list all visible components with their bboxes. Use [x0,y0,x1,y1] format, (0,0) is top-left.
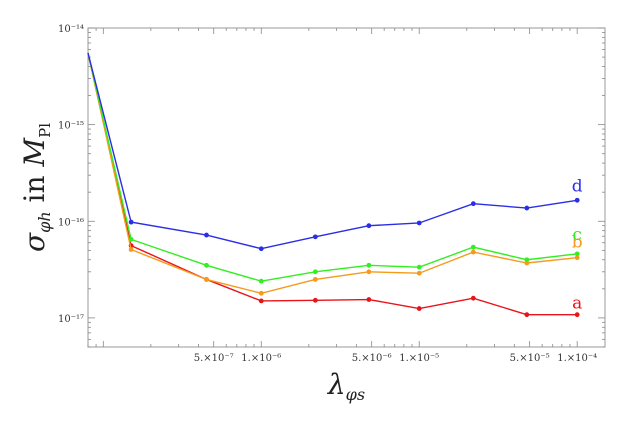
data-point-a [524,312,530,318]
plot-frame [87,27,606,348]
x-tick-label: 1.×10⁻⁶ [241,353,281,364]
data-point-b [128,247,134,252]
data-point-c [524,257,530,263]
data-point-b [470,249,476,255]
x-tick-label: 1.×10⁻⁴ [557,353,597,364]
data-point-d [204,232,209,238]
data-point-b [312,277,318,282]
data-point-d [312,234,318,240]
data-point-d [258,246,264,252]
data-point-c [574,251,580,257]
x-tick-label: 5.×10⁻⁵ [510,353,550,364]
data-point-c [258,278,264,284]
series-label-d: d [572,176,583,196]
series-group [87,52,580,318]
data-point-b [416,270,422,276]
data-point-c [312,269,318,275]
series-line-b [87,52,578,294]
data-point-d [470,201,476,207]
data-point-b [574,255,580,261]
y-tick-label: 10⁻¹⁶ [58,217,84,228]
data-point-b [204,277,209,282]
x-tick-label: 5.×10⁻⁶ [352,353,392,364]
y-tick-label: 10⁻¹⁷ [58,314,84,325]
data-point-d [416,220,422,226]
data-point-d [574,197,580,203]
data-point-b [366,269,372,275]
data-point-d [128,219,134,225]
data-point-a [470,295,476,301]
series-label-b: b [572,233,583,253]
data-point-d [524,205,530,211]
x-tick-label: 5.×10⁻⁷ [194,353,234,364]
data-point-a [366,297,372,302]
data-point-c [204,262,209,268]
axis-ticks: 5.×10⁻⁷ 1.×10⁻⁶ 5.×10⁻⁶ 1.×10⁻⁵ 5.×10⁻⁵ 1.×10… [58,24,605,364]
data-point-a [312,297,318,303]
series-label-c: c [572,225,582,245]
x-axis-title: λφs [327,368,365,404]
y-axis-title: σφh in MPl [18,123,54,252]
data-point-d [366,223,372,229]
data-point-c [470,244,476,250]
data-point-a [416,306,422,311]
x-tick-label: 1.×10⁻⁵ [399,353,439,364]
data-point-c [128,236,134,242]
series-line-d [87,52,578,250]
y-tick-label: 10⁻¹⁵ [58,121,84,132]
series-line-c [87,52,578,282]
series-line-a [87,52,578,316]
data-point-a [258,298,264,304]
series-label-a: a [572,294,582,314]
data-point-a [574,312,580,318]
y-tick-label: 10⁻¹⁴ [58,24,84,35]
data-point-c [366,262,372,268]
data-point-c [416,264,422,270]
data-point-b [258,290,264,296]
series-labels: a bc d [572,176,583,313]
